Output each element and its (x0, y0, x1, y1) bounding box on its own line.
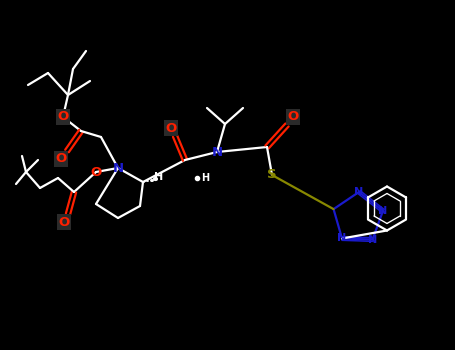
Text: O: O (288, 111, 298, 124)
Text: N: N (354, 187, 364, 197)
Text: N: N (112, 161, 124, 175)
Text: N: N (368, 234, 377, 245)
Text: O: O (58, 216, 70, 229)
Text: N: N (212, 146, 222, 159)
Text: O: O (91, 166, 101, 178)
Text: N: N (379, 206, 388, 216)
Text: N: N (337, 233, 347, 244)
Text: H: H (201, 173, 209, 183)
Text: S: S (267, 168, 277, 182)
Text: O: O (57, 111, 69, 124)
Text: H: H (154, 172, 164, 182)
Text: O: O (56, 153, 66, 166)
Text: O: O (165, 121, 177, 134)
